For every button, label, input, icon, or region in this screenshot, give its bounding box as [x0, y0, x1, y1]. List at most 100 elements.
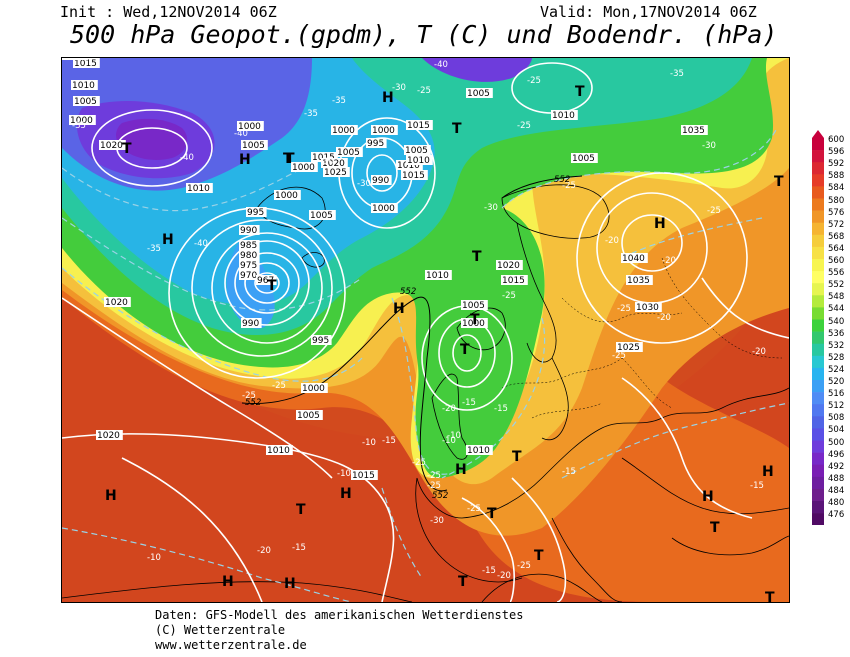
colorbar-label: 600	[828, 135, 845, 145]
temperature-label: -25	[502, 291, 516, 301]
colorbar-label: 516	[828, 389, 845, 400]
isobar-label-bg	[241, 318, 262, 328]
isobar-label-bg	[401, 170, 428, 180]
low-pressure-marker: T	[575, 84, 585, 100]
colorbar-swatch	[812, 198, 824, 211]
isobar-label-bg	[291, 162, 318, 172]
isobar-label-bg	[71, 80, 98, 90]
temperature-label: -25	[427, 481, 441, 491]
isobar-label-bg	[239, 260, 260, 270]
colorbar-label: 540	[828, 316, 845, 327]
temperature-label: -15	[462, 398, 476, 408]
isobar-label-bg	[366, 138, 387, 148]
colorbar-label: 520	[828, 377, 845, 387]
low-pressure-marker: T	[458, 574, 468, 590]
colorbar-swatch	[812, 283, 824, 296]
colorbar-swatch	[812, 428, 824, 441]
temperature-label: -20	[752, 347, 766, 357]
isobar-label-bg	[311, 152, 338, 162]
temperature-label: -20	[257, 546, 271, 556]
height-label: 552	[245, 398, 261, 408]
colorbar-label: 564	[828, 243, 845, 254]
isobar-label-bg	[406, 120, 433, 130]
temperature-label: -25	[612, 351, 626, 361]
high-pressure-marker: H	[162, 232, 174, 248]
isobar-label: 1025	[324, 168, 347, 178]
temperature-label: -15	[494, 404, 508, 414]
height-label: 552	[554, 175, 570, 185]
colorbar-swatch	[812, 355, 824, 369]
temperature-label: -25	[417, 86, 431, 96]
isobar-label-bg	[99, 140, 126, 150]
isobar-label: 1005	[242, 141, 265, 151]
isobar-label: 1005	[337, 148, 360, 158]
temperature-label: -35	[304, 109, 318, 119]
colorbar-label: 572	[828, 219, 845, 230]
colorbar-swatch	[812, 246, 824, 260]
high-pressure-marker: H	[284, 576, 296, 592]
isobar-label: 1005	[74, 97, 97, 107]
colorbar-label: 592	[828, 159, 845, 170]
init-time: Init : Wed,12NOV2014 06Z	[60, 3, 277, 21]
temperature-label: -30	[702, 141, 716, 151]
temperature-label: -15	[750, 481, 764, 491]
isobar-label-bg	[681, 125, 708, 135]
isobar-label: 1010	[426, 271, 449, 281]
colorbar-label: 504	[828, 425, 845, 436]
isobar-label-bg	[461, 318, 488, 328]
colorbar-swatch	[812, 501, 824, 514]
colorbar-label: 488	[828, 473, 845, 484]
temperature-label: -10	[447, 431, 461, 441]
isobar-label-bg	[309, 210, 336, 220]
isobar-label-bg	[371, 175, 392, 185]
isobar-label: 1000	[70, 116, 93, 126]
isobar-label: 1015	[352, 471, 375, 481]
isobar-label-bg	[323, 167, 350, 177]
temperature-label: -20	[442, 404, 456, 414]
high-pressure-marker: H	[762, 464, 774, 480]
isobar-label: 985	[240, 241, 257, 251]
isobar-label-bg	[571, 153, 598, 163]
colorbar	[812, 130, 824, 525]
colorbar-label: 528	[828, 352, 845, 363]
high-pressure-marker: H	[455, 462, 467, 478]
isobar-label-bg	[406, 155, 433, 165]
isobar-label: 980	[240, 251, 257, 261]
colorbar-label: 536	[828, 328, 845, 339]
isobar-label-bg	[626, 275, 653, 285]
isobar-label-bg	[466, 445, 493, 455]
isobar-label-bg	[371, 125, 398, 135]
low-pressure-marker: T	[452, 121, 462, 137]
isobar-label-bg	[69, 115, 96, 125]
isobar-label-bg	[239, 250, 260, 260]
colorbar-label: 492	[828, 461, 845, 472]
isobar-label: 1010	[397, 161, 420, 171]
colorbar-label: 512	[828, 401, 845, 412]
temperature-label: -40	[180, 153, 194, 163]
high-pressure-marker: H	[382, 90, 394, 106]
isobar-label-bg	[186, 183, 213, 193]
colorbar-swatch	[812, 138, 824, 151]
isobar-label: 1010	[467, 446, 490, 456]
colorbar-label: 560	[828, 256, 845, 266]
isobar-label: 1015	[407, 121, 430, 131]
isobar-label-bg	[496, 260, 523, 270]
isobar-label-bg	[104, 297, 131, 307]
colorbar-label: 524	[828, 364, 845, 375]
colorbar-swatch	[812, 367, 824, 381]
footer-website: www.wetterzentrale.de	[155, 638, 307, 652]
weather-map: 1015 1010 1005 1000 1000 1005 1020 1000 1005 1005…	[61, 57, 790, 603]
height-label: 552	[400, 287, 416, 297]
isobar-label-bg	[296, 410, 323, 420]
low-pressure-marker: T	[470, 312, 480, 328]
isobar-label-bg	[404, 145, 431, 155]
colorbar-label: 580	[828, 195, 845, 206]
isobar-label-bg	[266, 445, 293, 455]
temperature-label: -10	[442, 436, 456, 446]
colorbar-label: 548	[828, 292, 845, 303]
isobar-label-bg	[466, 88, 493, 98]
colorbar-swatch	[812, 271, 824, 284]
temperature-label: -25	[617, 304, 631, 314]
colorbar-swatch	[812, 440, 824, 453]
temperature-label: -25	[707, 206, 721, 216]
